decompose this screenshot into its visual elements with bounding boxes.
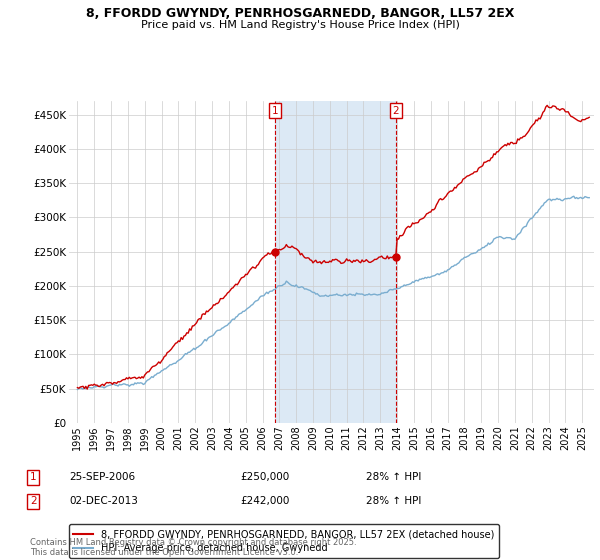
- Legend: 8, FFORDD GWYNDY, PENRHOSGARNEDD, BANGOR, LL57 2EX (detached house), HPI: Averag: 8, FFORDD GWYNDY, PENRHOSGARNEDD, BANGOR…: [68, 524, 499, 558]
- Text: 1: 1: [30, 472, 37, 482]
- Text: 8, FFORDD GWYNDY, PENRHOSGARNEDD, BANGOR, LL57 2EX: 8, FFORDD GWYNDY, PENRHOSGARNEDD, BANGOR…: [86, 7, 514, 20]
- Text: 02-DEC-2013: 02-DEC-2013: [69, 496, 138, 506]
- Text: 28% ↑ HPI: 28% ↑ HPI: [366, 472, 421, 482]
- Text: 25-SEP-2006: 25-SEP-2006: [69, 472, 135, 482]
- Text: 2: 2: [392, 106, 399, 115]
- Text: 28% ↑ HPI: 28% ↑ HPI: [366, 496, 421, 506]
- Text: 2: 2: [30, 496, 37, 506]
- Bar: [275, 101, 396, 423]
- Text: £250,000: £250,000: [240, 472, 289, 482]
- Text: Contains HM Land Registry data © Crown copyright and database right 2025.
This d: Contains HM Land Registry data © Crown c…: [30, 538, 356, 557]
- Text: 1: 1: [272, 106, 278, 115]
- Text: £242,000: £242,000: [240, 496, 289, 506]
- Text: Price paid vs. HM Land Registry's House Price Index (HPI): Price paid vs. HM Land Registry's House …: [140, 20, 460, 30]
